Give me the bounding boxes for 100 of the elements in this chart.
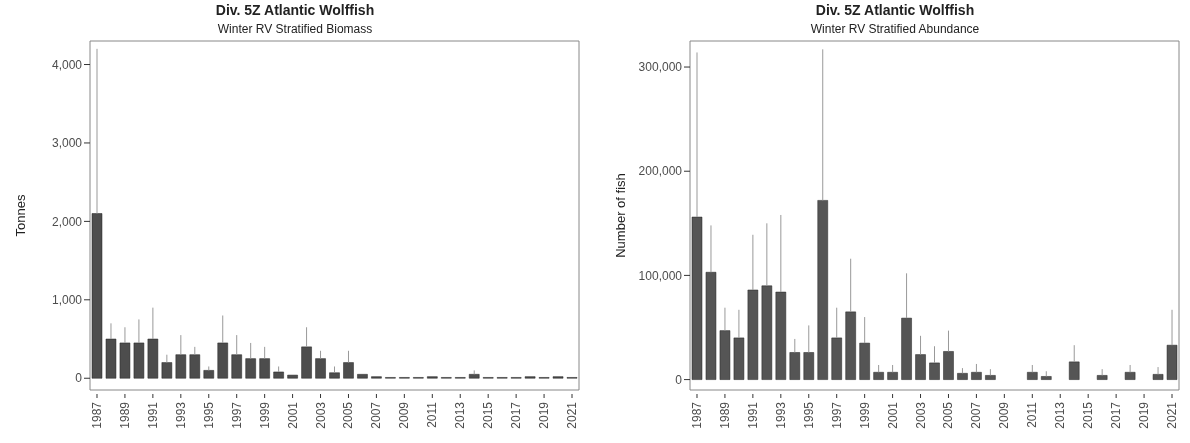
bar — [719, 330, 731, 380]
chart-title: Div. 5Z Atlantic Wolffish — [814, 1, 976, 20]
bar — [1124, 372, 1136, 380]
x-tick-label: 2021 — [1165, 401, 1180, 429]
bar — [161, 362, 173, 379]
bar — [1041, 376, 1052, 380]
x-tick-label: 1997 — [229, 401, 244, 429]
x-tick-label: 1989 — [717, 401, 732, 429]
y-tick-label: 0 — [75, 371, 83, 386]
x-tick-label: 2001 — [885, 401, 900, 429]
x-tick-label: 1993 — [773, 401, 788, 429]
bar — [761, 285, 773, 380]
x-tick-label: 1987 — [689, 401, 704, 429]
y-tick-label: 1,000 — [51, 293, 83, 308]
y-tick-label: 4,000 — [51, 57, 83, 72]
x-tick-label: 2015 — [481, 401, 496, 429]
bar — [733, 337, 745, 380]
y-axis-title: Tonnes — [12, 194, 28, 237]
bar — [1166, 344, 1178, 380]
x-tick-label: 1995 — [201, 401, 216, 429]
x-tick-label: 2007 — [369, 401, 384, 429]
x-tick-label: 1997 — [829, 401, 844, 429]
bar — [915, 354, 926, 380]
x-tick-label: 2007 — [969, 401, 984, 429]
chart-subtitle: Winter RV Stratified Abundance — [809, 21, 981, 38]
y-tick-label: 300,000 — [638, 60, 683, 75]
x-tick-label: 1991 — [145, 401, 160, 429]
chart-subtitle: Winter RV Stratified Biomass — [216, 21, 374, 38]
bar — [175, 354, 187, 379]
x-tick-label: 2005 — [941, 401, 956, 429]
bar — [691, 216, 703, 380]
bar — [189, 354, 201, 379]
bar — [119, 342, 131, 379]
x-tick-label: 2013 — [1053, 401, 1068, 429]
x-tick-label: 1999 — [257, 401, 272, 429]
bar — [91, 213, 103, 379]
bar — [1068, 361, 1080, 380]
bar — [845, 311, 856, 380]
bar — [803, 352, 815, 380]
x-tick-label: 2009 — [997, 401, 1012, 429]
y-tick-label: 2,000 — [51, 214, 83, 229]
x-tick-label: 2003 — [313, 401, 328, 429]
bar — [943, 351, 954, 380]
x-tick-label: 1991 — [745, 401, 760, 429]
bar — [147, 338, 159, 379]
bar — [817, 200, 828, 380]
y-axis-title: Number of fish — [612, 173, 628, 258]
chart-title: Div. 5Z Atlantic Wolffish — [214, 1, 376, 20]
x-tick-label: 1987 — [89, 401, 104, 429]
y-tick-label: 200,000 — [638, 164, 683, 179]
x-tick-label: 2015 — [1081, 401, 1096, 429]
bar — [329, 372, 340, 379]
bar — [705, 272, 717, 380]
bar — [245, 358, 256, 379]
bar — [357, 374, 368, 379]
x-tick-label: 1995 — [801, 401, 816, 429]
bar — [217, 342, 228, 379]
bar — [859, 342, 870, 380]
bar — [273, 371, 284, 379]
bar — [343, 362, 354, 379]
bar — [985, 375, 996, 380]
bar — [1152, 374, 1164, 380]
y-tick-label: 0 — [675, 372, 683, 387]
bar — [887, 372, 898, 380]
x-tick-label: 2019 — [537, 401, 552, 429]
bar — [1096, 375, 1108, 380]
bar — [775, 291, 787, 380]
bar — [301, 346, 312, 379]
x-tick-label: 2019 — [1137, 401, 1152, 429]
bar — [105, 338, 117, 379]
bar — [259, 358, 270, 379]
bar — [789, 352, 801, 380]
x-tick-label: 1993 — [173, 401, 188, 429]
bar — [971, 372, 982, 380]
x-tick-label: 1999 — [857, 401, 872, 429]
x-tick-label: 2021 — [565, 401, 580, 429]
bar — [747, 289, 759, 380]
x-tick-label: 2009 — [397, 401, 412, 429]
x-tick-label: 2011 — [1025, 401, 1040, 428]
bar — [231, 354, 242, 379]
x-tick-label: 2017 — [1109, 401, 1124, 429]
x-tick-label: 2005 — [341, 401, 356, 429]
x-tick-label: 2011 — [425, 401, 440, 428]
x-tick-label: 2003 — [913, 401, 928, 429]
x-tick-label: 2001 — [285, 401, 300, 429]
x-tick-label: 2013 — [453, 401, 468, 429]
bar — [957, 373, 968, 380]
bar — [873, 372, 884, 380]
bar — [1027, 372, 1038, 380]
bar — [203, 370, 215, 379]
y-tick-label: 100,000 — [638, 268, 683, 283]
x-tick-label: 2017 — [509, 401, 524, 429]
bar — [287, 374, 298, 379]
bar — [901, 317, 912, 380]
bar — [929, 362, 940, 380]
x-tick-label: 1989 — [117, 401, 132, 429]
bar — [315, 358, 326, 379]
y-tick-label: 3,000 — [51, 136, 83, 151]
bar — [468, 374, 480, 379]
bar — [831, 337, 842, 380]
